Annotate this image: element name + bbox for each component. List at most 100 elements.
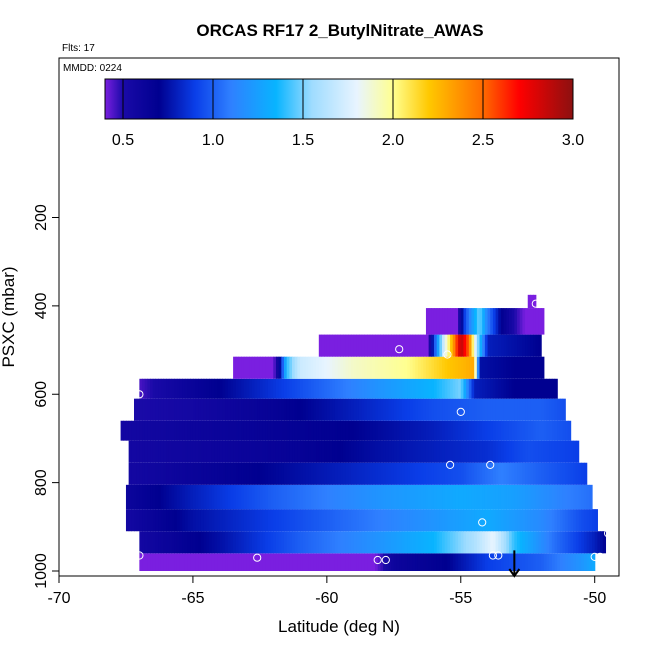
- heatmap-cell: [546, 440, 550, 463]
- heatmap-cell: [163, 378, 167, 399]
- heatmap-cell: [257, 420, 261, 441]
- heatmap-cell: [203, 531, 207, 554]
- heatmap-cell: [385, 440, 390, 463]
- heatmap-cell: [243, 553, 248, 571]
- heatmap-cell: [412, 509, 416, 532]
- heatmap-cell: [326, 356, 331, 379]
- heatmap-cell: [300, 484, 304, 510]
- heatmap-cell: [281, 462, 285, 485]
- heatmap-cell: [506, 509, 510, 532]
- heatmap-cell: [150, 440, 154, 463]
- heatmap-cell: [171, 420, 175, 441]
- heatmap-cell: [262, 509, 266, 532]
- heatmap-cell: [460, 420, 465, 441]
- heatmap-cell: [567, 531, 572, 554]
- heatmap-cell: [519, 509, 523, 532]
- heatmap-cell: [385, 553, 390, 571]
- heatmap-cell: [324, 334, 328, 357]
- heatmap-row: [425, 308, 545, 335]
- colorbar: 0.5 1.0 1.5 2.0 2.5 3.0: [104, 78, 584, 149]
- heatmap-cell: [278, 420, 282, 441]
- heatmap-cell: [174, 553, 178, 571]
- heatmap-cell: [340, 356, 344, 379]
- heatmap-cell: [302, 462, 307, 485]
- heatmap-cell: [190, 420, 194, 441]
- heatmap-cell: [251, 462, 256, 485]
- heatmap-cell: [345, 398, 349, 421]
- heatmap-cell: [431, 398, 435, 421]
- heatmap-cell: [241, 509, 245, 532]
- heatmap-cell: [503, 509, 507, 532]
- heatmap-cell: [447, 509, 451, 532]
- heatmap-cell: [200, 462, 205, 485]
- heatmap-cell: [144, 378, 148, 399]
- heatmap-cell: [342, 378, 347, 399]
- heatmap-cell: [206, 509, 210, 532]
- heatmap-cell: [176, 420, 181, 441]
- heatmap-cell: [372, 334, 376, 357]
- heatmap-cell: [316, 462, 320, 485]
- heatmap-cell: [495, 484, 499, 510]
- heatmap-cell: [514, 334, 518, 357]
- heatmap-cell: [278, 398, 282, 421]
- heatmap-cell: [281, 553, 285, 571]
- heatmap-cell: [455, 509, 459, 532]
- heatmap-cell: [198, 420, 202, 441]
- heatmap-cell: [235, 378, 240, 399]
- heatmap-cell: [471, 531, 475, 554]
- heatmap-cell: [364, 531, 368, 554]
- heatmap-row: [128, 462, 588, 485]
- heatmap-cell: [551, 553, 556, 571]
- heatmap-cell: [399, 462, 403, 485]
- heatmap-cell: [353, 440, 357, 463]
- heatmap-cell: [519, 484, 523, 510]
- heatmap-cell: [230, 440, 234, 463]
- heatmap-cell: [259, 420, 264, 441]
- heatmap-cell: [289, 356, 293, 379]
- heatmap-cell: [425, 509, 430, 532]
- heatmap-cell: [241, 484, 245, 510]
- heatmap-cell: [369, 531, 373, 554]
- heatmap-cell: [549, 484, 553, 510]
- heatmap-cell: [479, 308, 483, 335]
- heatmap-cell: [147, 553, 151, 571]
- heatmap-cell: [573, 440, 577, 463]
- heatmap-cell: [361, 440, 365, 463]
- heatmap-cell: [425, 420, 430, 441]
- heatmap-cell: [345, 531, 349, 554]
- heatmap-cell: [134, 420, 138, 441]
- heatmap-cell: [482, 440, 486, 463]
- heatmap-cell: [292, 484, 296, 510]
- heatmap-cell: [155, 378, 159, 399]
- heatmap-cell: [372, 420, 376, 441]
- heatmap-cell: [225, 378, 229, 399]
- heatmap-cell: [158, 378, 162, 399]
- heatmap-cell: [407, 356, 411, 379]
- heatmap-cell: [222, 462, 226, 485]
- heatmap-cell: [420, 509, 424, 532]
- heatmap-cell: [439, 356, 443, 379]
- heatmap-cell: [495, 509, 499, 532]
- heatmap-cell: [246, 531, 250, 554]
- heatmap-cell: [147, 440, 151, 463]
- heatmap-cell: [243, 356, 248, 379]
- heatmap-cell: [444, 553, 448, 571]
- heatmap-cell: [265, 484, 269, 510]
- heatmap-cell: [420, 420, 424, 441]
- heatmap-cell: [176, 553, 181, 571]
- heatmap-cell: [383, 462, 387, 485]
- heatmap-cell: [383, 420, 387, 441]
- heatmap-cell: [396, 462, 400, 485]
- heatmap-cell: [385, 378, 390, 399]
- heatmap-cell: [353, 462, 357, 485]
- heatmap-cell: [294, 420, 298, 441]
- heatmap-cell: [179, 462, 183, 485]
- x-tick-label: -70: [47, 590, 70, 607]
- heatmap-cell: [554, 531, 558, 554]
- heatmap-cell: [527, 553, 532, 571]
- heatmap-cell: [412, 420, 416, 441]
- heatmap-row: [128, 440, 580, 463]
- heatmap-cell: [487, 531, 491, 554]
- colorbar-tick-label: 0.5: [112, 132, 134, 149]
